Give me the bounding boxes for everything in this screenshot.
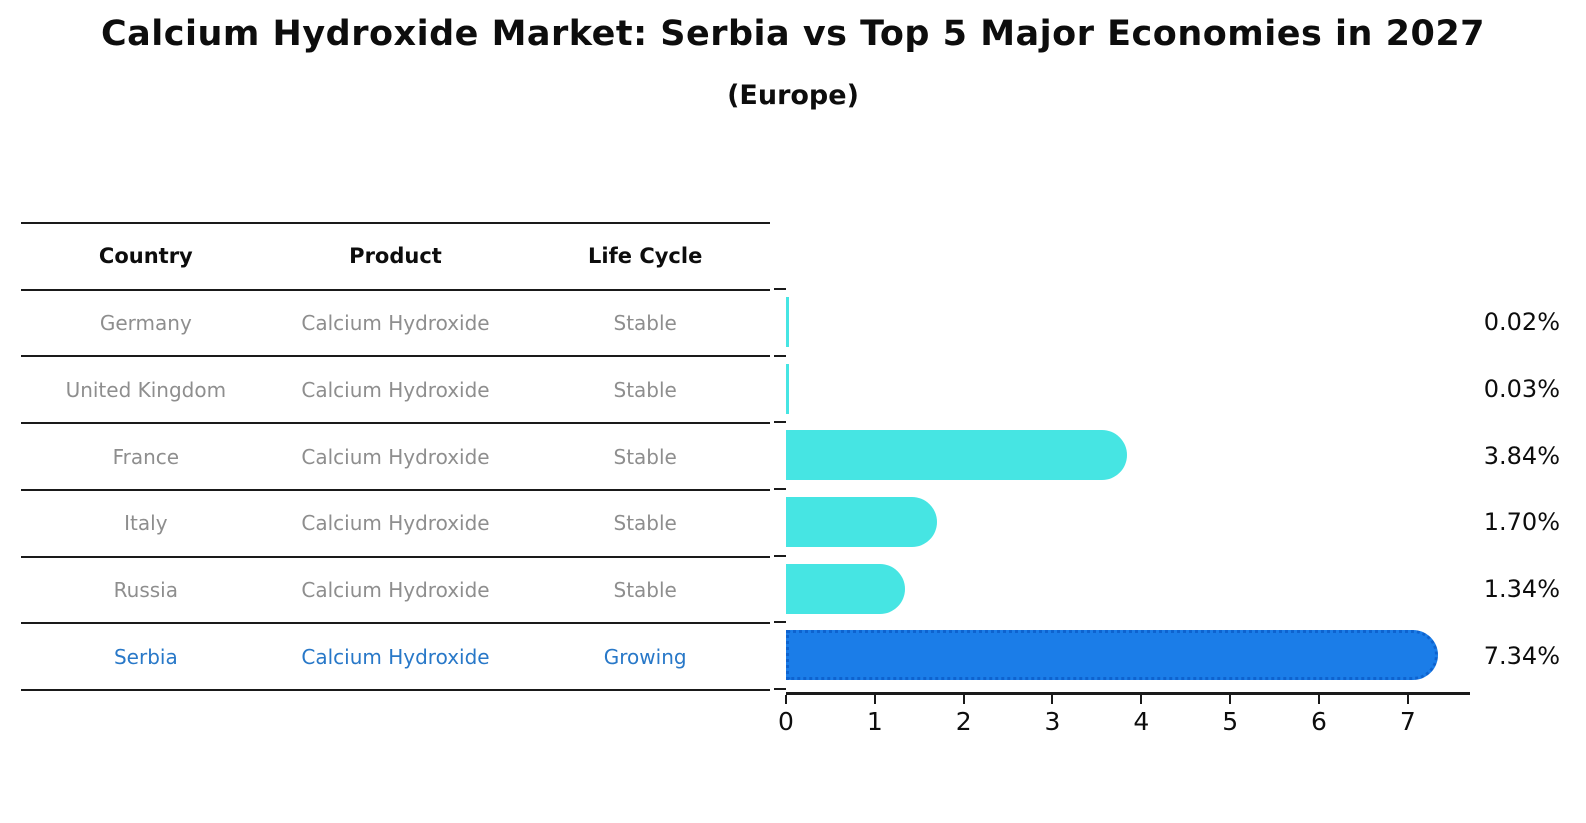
cell-life-cycle: Stable	[613, 377, 677, 402]
x-tick-label: 0	[778, 707, 794, 736]
table-row-germany: Germany Calcium Hydroxide Stable	[21, 291, 770, 358]
y-axis-tick	[774, 488, 786, 490]
x-axis-line	[786, 692, 1470, 695]
y-axis-tick	[774, 354, 786, 357]
x-tick-label: 7	[1399, 707, 1416, 736]
value-label-united-kingdom: 0.03%	[1483, 375, 1560, 403]
y-axis-tick	[774, 688, 786, 690]
table-row-serbia: Serbia Calcium Hydroxide Growing	[21, 624, 770, 692]
value-label-france: 3.84%	[1483, 441, 1560, 470]
header-cell-life-cycle: Life Cycle	[588, 244, 703, 269]
value-label-italy: 1.70%	[1483, 508, 1560, 537]
cell-product: Calcium Hydroxide	[301, 444, 490, 469]
x-tick-label: 4	[1133, 707, 1150, 736]
cell-life-cycle: Stable	[613, 577, 677, 602]
bar-italy	[786, 496, 937, 547]
cell-country: United Kingdom	[65, 377, 227, 402]
bar-russia	[786, 563, 906, 614]
cell-life-cycle: Stable	[613, 444, 677, 469]
x-tick	[1051, 695, 1054, 704]
table-row-united-kingdom: United Kingdom Calcium Hydroxide Stable	[21, 357, 770, 425]
cell-country: Russia	[113, 577, 178, 602]
chart-subtitle: (Europe)	[727, 80, 859, 111]
table-row-italy: Italy Calcium Hydroxide Stable	[21, 491, 770, 558]
cell-country: France	[112, 444, 180, 469]
table-row-france: France Calcium Hydroxide Stable	[21, 424, 770, 491]
x-tick	[873, 695, 876, 704]
value-label-russia: 1.34%	[1483, 575, 1560, 604]
y-axis-tick	[774, 621, 786, 624]
x-tick-label: 6	[1311, 707, 1327, 736]
value-labels: 0.02% 0.03% 3.84% 1.70% 1.34% 7.34%	[1466, 289, 1560, 689]
x-tick	[1229, 695, 1232, 704]
y-axis-tick	[774, 421, 786, 424]
bar-serbia	[786, 630, 1439, 681]
table-header-row: Country Product Life Cycle	[21, 224, 770, 291]
x-tick-label: 1	[866, 707, 883, 736]
x-tick	[1406, 695, 1409, 704]
bar-germany	[786, 297, 789, 347]
y-axis-tick	[774, 288, 786, 290]
x-tick-label: 2	[955, 707, 972, 736]
cell-product: Calcium Hydroxide	[301, 311, 490, 336]
bar-row-germany	[786, 289, 1470, 356]
cell-product: Calcium Hydroxide	[301, 511, 490, 536]
y-axis-tick	[774, 554, 786, 557]
cell-country: Italy	[124, 511, 168, 536]
comparison-table: Country Product Life Cycle Germany Calci…	[21, 222, 770, 692]
bar-row-france	[786, 422, 1470, 489]
cell-product: Calcium Hydroxide	[301, 377, 490, 402]
bar-row-united-kingdom	[786, 356, 1470, 423]
value-label-serbia: 7.34%	[1483, 641, 1560, 670]
x-tick	[1140, 695, 1143, 704]
cell-life-cycle: Growing	[603, 644, 687, 669]
value-label-germany: 0.02%	[1483, 308, 1560, 337]
x-tick	[785, 695, 787, 704]
cell-life-cycle: Stable	[613, 511, 677, 536]
x-tick-label: 5	[1222, 707, 1239, 736]
cell-country: Serbia	[113, 644, 178, 669]
bar-france	[786, 430, 1128, 481]
header-cell-product: Product	[349, 244, 442, 269]
cell-product: Calcium Hydroxide	[301, 644, 490, 669]
bar-united-kingdom	[786, 363, 789, 414]
table-row-russia: Russia Calcium Hydroxide Stable	[21, 558, 770, 625]
cell-product: Calcium Hydroxide	[301, 577, 490, 602]
x-tick-label: 3	[1044, 707, 1061, 736]
cell-country: Germany	[99, 311, 192, 336]
header-cell-country: Country	[98, 244, 193, 269]
bar-row-italy	[786, 489, 1470, 556]
x-tick	[1317, 695, 1320, 704]
bar-row-russia	[786, 556, 1470, 623]
x-tick	[962, 695, 965, 704]
bars-plot: 0 1 2 3 4 5 6 7	[774, 288, 1470, 736]
chart-title: Calcium Hydroxide Market: Serbia vs Top …	[100, 14, 1486, 54]
bar-row-serbia	[786, 622, 1470, 689]
cell-life-cycle: Stable	[613, 311, 677, 336]
x-axis: 0 1 2 3 4 5 6 7	[778, 695, 1470, 745]
